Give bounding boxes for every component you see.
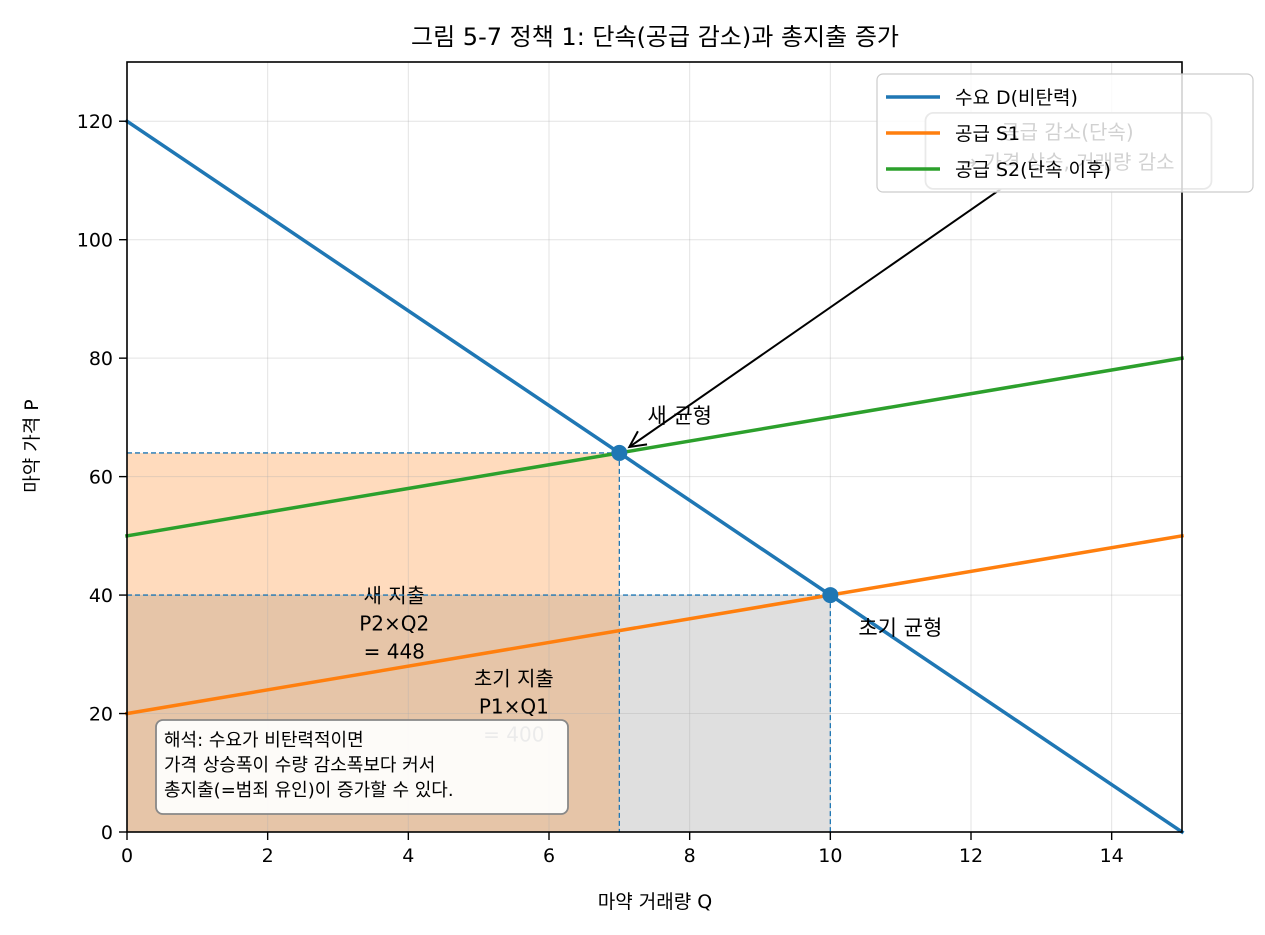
series-line <box>124 533 1185 716</box>
y-tick-label: 40 <box>89 585 113 607</box>
annotation-arrowhead <box>627 430 648 449</box>
series-line <box>124 356 1185 538</box>
legend-box <box>876 73 1254 193</box>
legend: 수요 D(비탄력) 공급 S1 공급 S2(단속 이후) <box>876 73 1254 193</box>
y-tick-label: 0 <box>101 822 113 844</box>
y-tick-label: 20 <box>89 704 113 726</box>
equilibrium-marker <box>822 587 839 604</box>
y-tick-label: 80 <box>89 348 113 370</box>
note-box <box>155 719 569 815</box>
area-label-line: P1×Q1 <box>479 694 549 718</box>
area-label-line: P2×Q2 <box>359 611 429 635</box>
note-line: 가격 상승폭이 수량 감소폭보다 커서 <box>164 755 435 776</box>
x-tick-label: 10 <box>818 845 842 867</box>
area-label-line: 초기 지출 <box>474 666 554 690</box>
series-line <box>124 118 1185 835</box>
equilibrium-marker <box>611 444 628 461</box>
chart-title: 그림 5-7 정책 1: 단속(공급 감소)과 총지출 증가 <box>411 23 899 51</box>
equilibrium-label: 초기 균형 <box>858 616 942 640</box>
area-label-line: = 448 <box>364 639 425 663</box>
plot-frame <box>126 61 1183 833</box>
x-tick-label: 14 <box>1100 845 1124 867</box>
y-tick-label: 60 <box>89 467 113 489</box>
series-lines <box>124 118 1185 835</box>
y-tick-label: 120 <box>77 111 113 133</box>
axes: 0 2 4 6 8 10 12 14 0 20 40 60 80 100 120 <box>77 61 1183 867</box>
y-axis-label: 마약 가격 P <box>21 399 43 492</box>
y-tick-label: 100 <box>77 230 113 252</box>
equilibrium-guides <box>127 452 831 832</box>
legend-label: 수요 D(비탄력) <box>955 87 1078 109</box>
x-tick-label: 0 <box>121 845 133 867</box>
x-tick-label: 6 <box>543 845 555 867</box>
note-line: 해석: 수요가 비탄력적이면 <box>164 730 364 751</box>
legend-label: 공급 S1 <box>955 123 1020 145</box>
x-tick-label: 2 <box>262 845 274 867</box>
x-tick-label: 4 <box>402 845 414 867</box>
x-tick-label: 8 <box>684 845 696 867</box>
note-line: 총지출(=범죄 유인)이 증가할 수 있다. <box>164 780 454 801</box>
area-label-new_spending: 새 지출 P2×Q2 = 448 <box>359 583 429 663</box>
x-tick-label: 12 <box>959 845 983 867</box>
legend-label: 공급 S2(단속 이후) <box>955 159 1111 181</box>
equilibrium-points: 초기 균형 새 균형 <box>611 404 942 640</box>
equilibrium-label: 새 균형 <box>647 404 712 428</box>
x-axis-label: 마약 거래량 Q <box>598 891 712 913</box>
annotation-arrow <box>628 187 1004 448</box>
